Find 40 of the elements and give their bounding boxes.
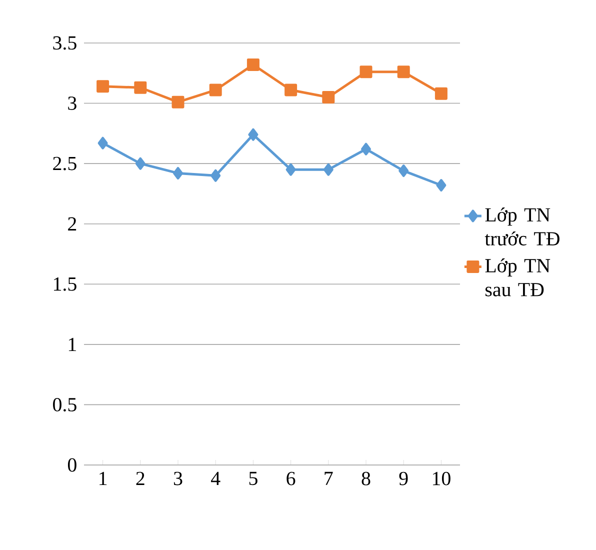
x-tick-label: 9 [399,472,408,486]
point [436,179,446,192]
x-tick-label: 8 [362,472,370,486]
point [210,169,221,182]
y-tick-label: 3.5 [53,36,76,50]
point [286,163,296,176]
point [209,84,222,96]
legend-label: Lớp TN trước TĐ [484,208,560,246]
y-tick-label: 1 [68,338,76,352]
point [248,128,258,141]
y-tick-label: 0.5 [53,398,76,412]
point [172,96,184,108]
point [173,166,183,180]
y-tick-label: 0 [68,458,76,472]
x-tick-label: 1 [100,472,107,485]
point [98,136,108,150]
x-tick-label: 10 [432,472,450,486]
y-tick-label: 2.5 [53,156,76,170]
x-tick-label: 4 [211,472,220,485]
x-tick-label: 5 [249,472,258,486]
point [397,66,410,78]
point [135,157,146,170]
point [360,66,372,78]
point [246,58,260,71]
point [398,164,409,178]
x-tick-label: 3 [174,472,182,486]
point [361,142,371,156]
x-tick-label: 7 [324,472,333,485]
point [322,91,335,104]
point [96,80,110,93]
point [284,84,298,96]
point [134,81,147,94]
legend-label: Lớp TN sau TĐ [485,258,550,296]
point [323,163,334,176]
x-tick-label: 2 [136,472,144,486]
y-tick-label: 2 [68,217,76,230]
point [434,87,448,100]
y-tick-label: 3 [68,96,76,110]
y-tick-label: 1.5 [54,277,76,291]
x-tick-label: 6 [286,472,296,486]
